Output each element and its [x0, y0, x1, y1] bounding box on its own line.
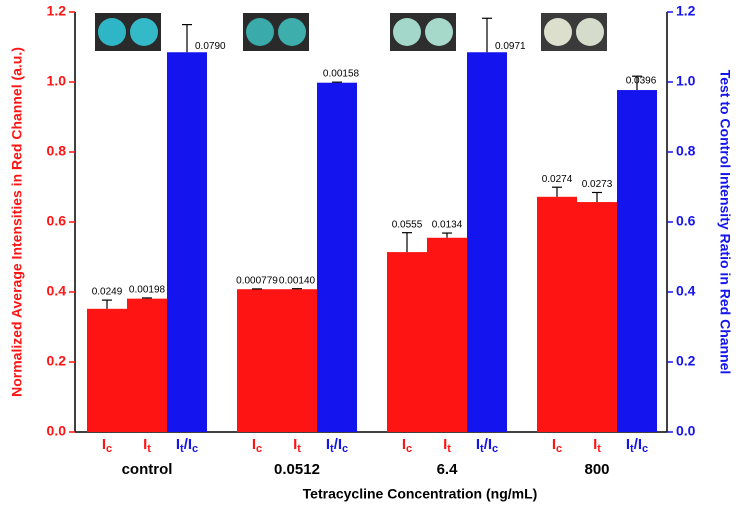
bar [317, 82, 357, 432]
y-tick-label: 0.6 [47, 213, 67, 229]
error-label: 0.00140 [279, 275, 316, 286]
spot [246, 18, 274, 46]
y-axis-title: Normalized Average Intensities in Red Ch… [9, 47, 25, 397]
series-label: It/Ic [476, 436, 498, 455]
spot [425, 18, 453, 46]
spot [130, 18, 158, 46]
spot [98, 18, 126, 46]
error-label: 0.0971 [495, 41, 526, 52]
x-tick-label: 0.0512 [274, 461, 320, 478]
error-label: 0.000779 [236, 276, 278, 287]
bar [577, 202, 617, 432]
spot [393, 18, 421, 46]
error-label: 0.00198 [129, 285, 166, 296]
error-label: 0.0555 [392, 219, 423, 230]
y-tick-label: 0.0 [47, 423, 67, 439]
series-label: Ic [552, 436, 562, 455]
error-label: 0.0396 [626, 76, 657, 87]
bar [167, 52, 207, 432]
y2-tick-label: 1.0 [676, 73, 696, 89]
y2-tick-label: 0.4 [676, 283, 696, 299]
bar [387, 252, 427, 432]
error-label: 0.0274 [542, 174, 573, 185]
x-tick-label: control [122, 461, 173, 478]
series-label: It [293, 436, 301, 455]
thumbnails [95, 13, 607, 51]
bar [427, 237, 467, 432]
series-label: It [593, 436, 601, 455]
spot [278, 18, 306, 46]
y-tick-label: 0.2 [47, 353, 67, 369]
bar [467, 52, 507, 432]
bar [277, 289, 317, 432]
x-axis-title: Tetracycline Concentration (ng/mL) [303, 486, 538, 502]
x-tick-label: 6.4 [437, 461, 459, 478]
error-label: 0.0134 [432, 220, 463, 231]
series-label: It [443, 436, 451, 455]
bar [237, 289, 277, 432]
y2-tick-label: 0.0 [676, 423, 696, 439]
y2-axis-title: Test to Control Intensity Ratio in Red C… [717, 70, 733, 375]
bar [617, 90, 657, 433]
error-label: 0.0249 [92, 287, 123, 298]
bar [87, 308, 127, 432]
series-label: It [143, 436, 151, 455]
y2-tick-label: 1.2 [676, 3, 696, 19]
error-label: 0.0273 [582, 179, 613, 190]
series-label: It/Ic [326, 436, 348, 455]
y2-tick-label: 0.2 [676, 353, 696, 369]
error-label: 0.0790 [195, 41, 226, 52]
y-tick-label: 0.8 [47, 143, 67, 159]
spot [544, 18, 572, 46]
series-label: Ic [102, 436, 112, 455]
bar [127, 298, 167, 432]
y-tick-label: 1.0 [47, 73, 67, 89]
series-label: Ic [252, 436, 262, 455]
series-label: It/Ic [626, 436, 648, 455]
y2-tick-label: 0.8 [676, 143, 696, 159]
series-label: It/Ic [176, 436, 198, 455]
spot [576, 18, 604, 46]
y2-tick-label: 0.6 [676, 213, 696, 229]
error-label: 0.00158 [323, 68, 360, 79]
bar [537, 196, 577, 432]
y-tick-label: 1.2 [47, 3, 67, 19]
series-label: Ic [402, 436, 412, 455]
y-tick-label: 0.4 [47, 283, 67, 299]
x-tick-label: 800 [584, 461, 609, 478]
